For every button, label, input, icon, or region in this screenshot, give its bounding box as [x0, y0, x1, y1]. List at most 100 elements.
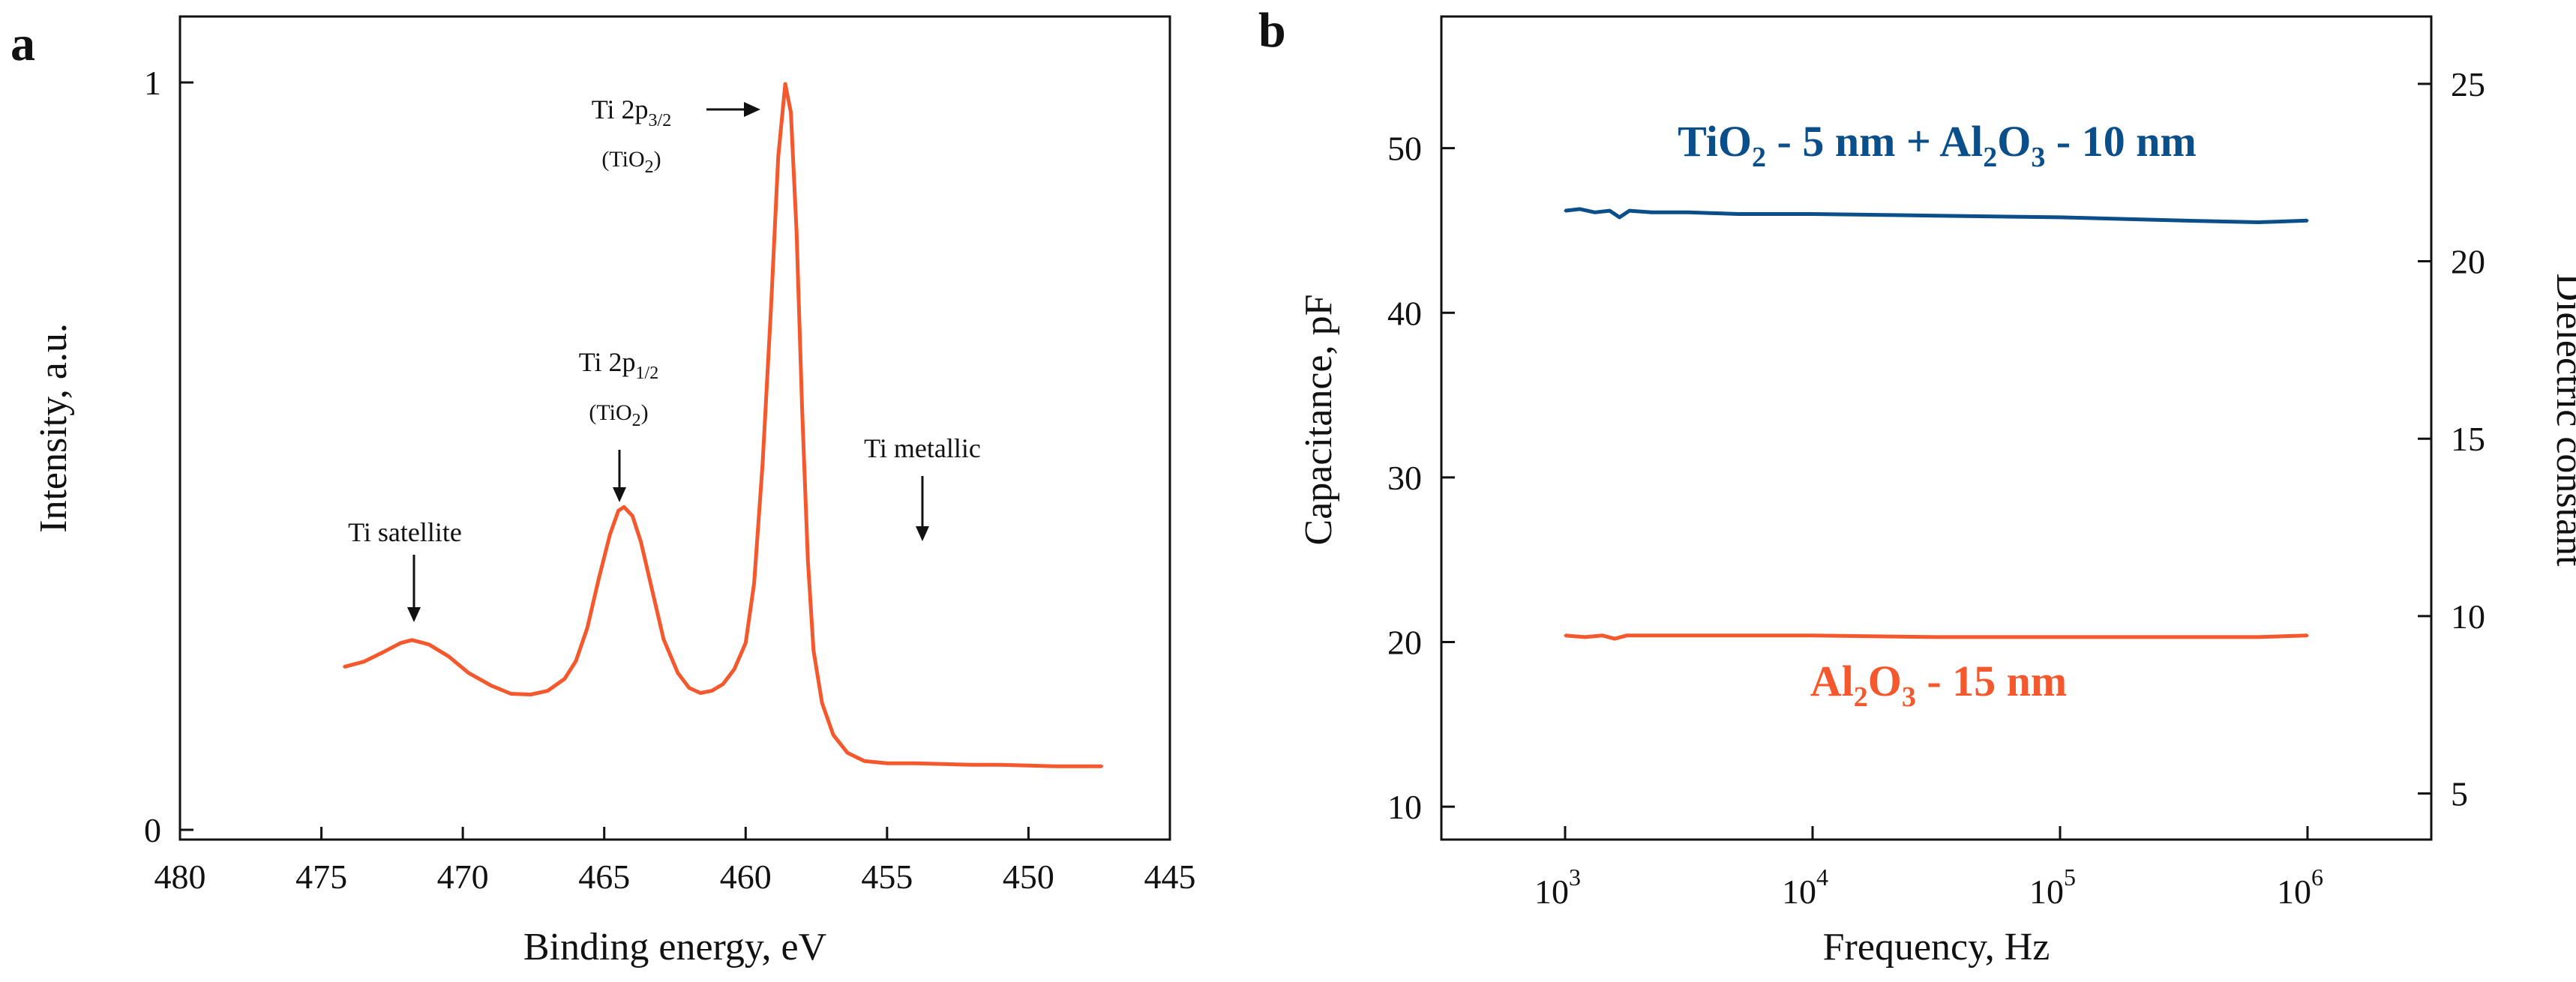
panel-b: b 103 104 105 106 10 20 30 40 50 5 10 15 20 25 TiO2…	[1258, 3, 2576, 969]
series-point-0	[2257, 221, 2260, 223]
x-tick-label: 105	[2029, 864, 2076, 911]
spectrum-point	[447, 655, 450, 658]
series-point-0	[2306, 219, 2309, 222]
spectrum-point	[790, 111, 793, 114]
spectrum-point	[970, 763, 973, 766]
panel-a: a 480 475 470 465 460 455 450 445 01 Ti satelli…	[10, 15, 1196, 969]
annotation-ti-2p12: Ti 2p1/2	[579, 347, 658, 383]
spectrum-point	[1100, 765, 1103, 768]
annotation-ti-2p32: Ti 2p3/2	[592, 94, 671, 130]
spectrum-point	[631, 514, 634, 517]
series-point-1	[1583, 636, 1586, 639]
panel-b-letter: b	[1258, 3, 1286, 58]
panel-a-series	[343, 82, 1103, 768]
spectrum-point	[574, 660, 577, 663]
spectrum-point	[563, 678, 566, 681]
series-point-0	[1628, 209, 1631, 212]
y-tick-label-left: 30	[1387, 459, 1422, 497]
y-tick-label-right: 15	[2451, 420, 2485, 458]
series-point-0	[1608, 209, 1611, 212]
panel-b-series-labels: TiO2 - 5 nm + Al2O3 - 10 nm Al2O3 - 15 nm	[1678, 117, 2197, 713]
spectrum-point	[832, 733, 835, 736]
series-point-0	[2182, 219, 2185, 222]
x-tick-label: 455	[861, 858, 913, 896]
spectrum-point	[733, 668, 736, 671]
spectrum-point	[509, 693, 512, 696]
spectrum-point	[784, 82, 787, 85]
x-tick-label: 104	[1782, 864, 1828, 911]
panel-a-y-ticks: 01	[144, 64, 193, 849]
spectrum-point	[914, 762, 917, 765]
y-tick-label-left: 20	[1387, 623, 1422, 661]
series-point-1	[1935, 636, 1938, 639]
series-point-0	[1594, 211, 1597, 214]
spectrum-point	[490, 684, 493, 687]
x-tick-label: 475	[295, 858, 347, 896]
arrow-ti-satellite-head	[407, 607, 421, 622]
panel-a-letter: a	[10, 16, 35, 71]
spectrum-point	[546, 690, 549, 693]
series-point-0	[1811, 213, 1814, 216]
spectrum-point	[777, 156, 780, 159]
panel-a-plot-frame	[178, 15, 1171, 841]
x-tick-label: 480	[154, 858, 206, 896]
series-point-0	[1737, 213, 1740, 216]
panel-a-x-ticks: 480 475 470 465 460 455 450 445	[154, 827, 1196, 896]
spectrum-point	[410, 639, 413, 642]
spectrum-point	[795, 230, 798, 233]
spectrum-point	[806, 559, 809, 562]
series-point-0	[1651, 211, 1653, 214]
spectrum-point	[662, 638, 665, 641]
series-point-0	[1564, 209, 1567, 212]
spectrum-point	[640, 540, 643, 543]
spectrum-point	[651, 589, 654, 592]
spectrum-point	[999, 763, 1002, 766]
y-tick-label-left: 50	[1387, 130, 1422, 168]
spectrum-point	[942, 762, 945, 765]
panel-b-x-ticks: 103 104 105 106	[1534, 826, 2323, 911]
panel-a-annotations: Ti satellite Ti 2p1/2 (TiO2) Ti 2p3/2 (TiO2)…	[348, 94, 981, 622]
annotation-ti-metallic: Ti metallic	[864, 433, 981, 463]
arrow-ti-metallic-head	[916, 526, 929, 541]
y-tick-label-right: 5	[2451, 774, 2468, 813]
series-label-al2o3: Al2O3 - 15 nm	[1810, 657, 2068, 713]
spectrum-point	[1027, 764, 1030, 767]
series-label-tio2-al2o3: TiO2 - 5 nm + Al2O3 - 10 nm	[1678, 117, 2197, 173]
arrow-ti-2p32-head	[744, 102, 760, 117]
x-tick-label: 450	[1003, 858, 1054, 896]
x-tick-label: 460	[720, 858, 772, 896]
series-point-1	[1613, 637, 1616, 640]
x-tick-label: 103	[1534, 864, 1581, 911]
spectrum-point	[761, 462, 764, 465]
series-point-0	[2059, 216, 2062, 219]
spectrum-point	[699, 692, 702, 695]
spectrum-point	[801, 410, 804, 413]
y-tick-label-right: 10	[2451, 597, 2485, 636]
x-tick-label: 445	[1144, 858, 1196, 896]
x-tick-label: 470	[437, 858, 489, 896]
spectrum-point	[688, 687, 691, 690]
spectrum-point	[529, 693, 532, 696]
panel-b-series	[1564, 207, 2309, 641]
spectrum-point	[676, 672, 679, 675]
spectrum-point	[710, 690, 713, 693]
x-tick-label: 106	[2277, 864, 2323, 911]
panel-b-y-ticks-right: 5 10 15 20 25	[2418, 65, 2485, 813]
spectrum-point	[399, 642, 402, 645]
annotation-ti-2p32-tio2: (TiO2)	[601, 147, 661, 177]
spectrum-point	[1055, 765, 1058, 768]
spectrum-point	[622, 505, 625, 508]
spectrum-point	[846, 751, 849, 754]
series-point-1	[2182, 636, 2185, 639]
spectrum-point	[427, 643, 430, 646]
y-tick-label-left: 10	[1387, 788, 1422, 826]
y-tick-label: 1	[144, 64, 161, 102]
spectrum-point	[820, 702, 823, 705]
series-point-0	[1935, 214, 1938, 217]
spectrum-point	[769, 305, 772, 308]
x-tick-label: 465	[578, 858, 630, 896]
series-point-1	[1737, 634, 1740, 637]
series-point-1	[1663, 634, 1666, 637]
spectrum-point	[597, 578, 600, 581]
